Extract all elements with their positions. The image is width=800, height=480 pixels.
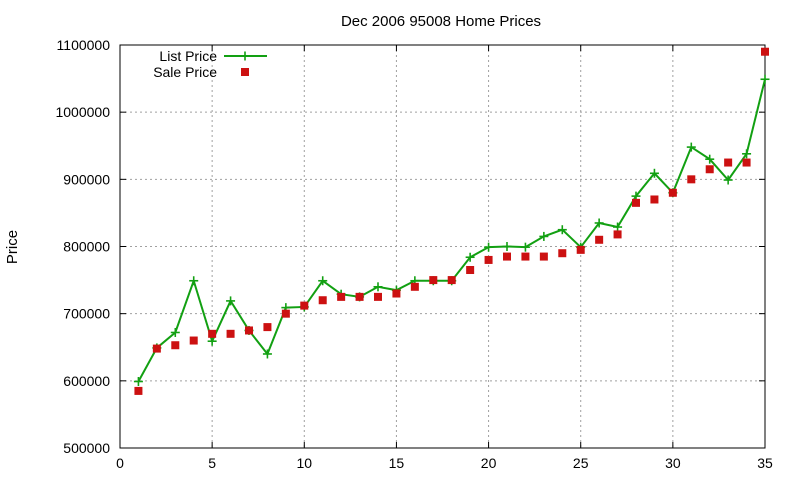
list-price-point — [760, 74, 770, 84]
sale-price-point — [668, 188, 677, 197]
y-tick-label: 900000 — [63, 171, 110, 187]
y-tick-label: 1000000 — [55, 104, 110, 120]
sale-price-point — [300, 301, 309, 310]
x-tick-label: 35 — [757, 455, 773, 471]
sale-price-point — [318, 296, 327, 305]
sale-price-point — [447, 276, 456, 285]
list-price-point — [539, 231, 549, 241]
x-tick-label: 5 — [208, 455, 216, 471]
sale-price-point — [374, 292, 382, 301]
sale-price-point — [208, 329, 217, 338]
x-tick-label: 20 — [481, 455, 497, 471]
list-price-point — [373, 282, 383, 292]
y-tick-label: 600000 — [63, 373, 110, 389]
sale-price-point — [595, 235, 604, 244]
legend-marker — [241, 68, 249, 76]
series-layer — [133, 47, 770, 395]
list-price-point — [484, 242, 494, 252]
list-price-point — [742, 149, 752, 159]
legend-marker — [240, 51, 250, 61]
x-tick-label: 10 — [296, 455, 312, 471]
series-list-price — [133, 74, 770, 387]
y-tick-label: 1100000 — [57, 37, 111, 53]
sale-price-point — [503, 252, 511, 261]
grid-layer — [120, 45, 765, 448]
sale-price-point — [355, 292, 364, 301]
sale-price-point — [429, 276, 438, 285]
list-price-point — [262, 349, 272, 359]
sale-price-point — [410, 282, 419, 291]
sale-price-point — [761, 47, 769, 56]
list-price-point — [613, 222, 623, 232]
sale-price-point — [724, 158, 733, 167]
list-price-point — [465, 252, 475, 262]
sale-price-point — [466, 266, 475, 275]
list-price-point — [649, 168, 659, 178]
list-price-point — [520, 242, 530, 252]
sale-price-point — [650, 195, 659, 204]
y-axis-label: Price — [4, 230, 21, 264]
list-price-point — [723, 175, 733, 185]
y-tick-label: 700000 — [63, 306, 110, 322]
sale-price-point — [705, 165, 714, 174]
sale-price-point — [484, 255, 493, 264]
chart-title: Dec 2006 95008 Home Prices — [341, 13, 541, 30]
list-price-point — [207, 336, 217, 346]
sale-price-point — [189, 336, 198, 345]
sale-price-point — [263, 323, 272, 332]
x-tick-label: 0 — [116, 455, 124, 471]
list-price-point — [557, 225, 567, 235]
y-tick-label: 800000 — [63, 239, 110, 255]
y-tick-label: 500000 — [63, 440, 110, 456]
sale-price-point — [171, 341, 180, 350]
sale-price-point — [613, 230, 622, 239]
sale-price-point — [281, 309, 290, 318]
list-price-point — [594, 218, 604, 228]
sale-price-point — [337, 292, 346, 301]
sale-price-point — [742, 158, 751, 167]
list-price-point — [705, 154, 715, 164]
tick-layer: 0 5 10 15 20 25 30 35 500000 600000 700000 800000 90… — [55, 37, 773, 471]
list-price-point — [318, 276, 328, 286]
x-tick-label: 15 — [389, 455, 405, 471]
legend-label: List Price — [159, 48, 217, 64]
sale-price-point — [521, 252, 530, 261]
list-price-point — [170, 327, 180, 337]
sale-price-point — [576, 245, 585, 254]
list-price-point — [226, 296, 236, 306]
sale-price-point — [539, 252, 548, 261]
list-price-point — [189, 276, 199, 286]
sale-price-point — [152, 344, 161, 353]
series-sale-price — [134, 47, 769, 395]
sale-price-point — [558, 249, 567, 258]
legend-label: Sale Price — [153, 64, 217, 80]
sale-price-point — [245, 326, 253, 335]
list-price-point — [133, 377, 143, 387]
list-price-point — [686, 142, 696, 152]
list-price-point — [502, 242, 512, 251]
sale-price-point — [632, 198, 640, 207]
sale-price-point — [226, 329, 235, 338]
sale-price-point — [687, 175, 696, 184]
sale-price-point — [134, 386, 143, 395]
x-tick-label: 30 — [665, 455, 681, 471]
sale-price-point — [392, 289, 401, 298]
x-tick-label: 25 — [573, 455, 589, 471]
